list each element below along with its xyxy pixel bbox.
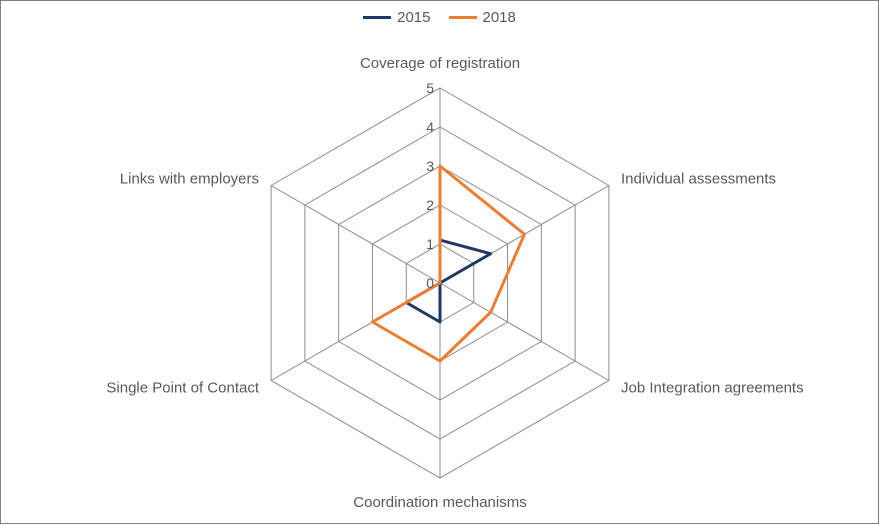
radar-chart-container: 2015 2018 012345 Coverage of registratio… (0, 0, 879, 524)
radar-svg (1, 1, 879, 525)
series-2018 (372, 166, 524, 361)
series-2015 (406, 240, 490, 322)
radar-series (372, 166, 524, 361)
